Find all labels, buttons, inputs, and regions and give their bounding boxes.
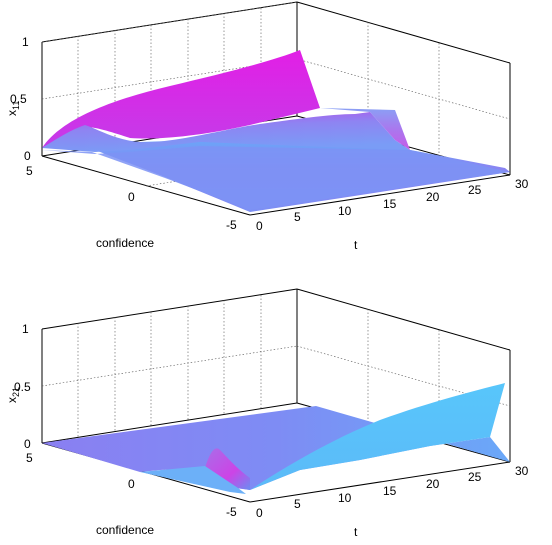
x-tick-label: 5 — [294, 210, 301, 224]
z-ticks: 1 0.5 0 — [10, 35, 31, 163]
x-tick-label: 30 — [515, 177, 529, 191]
z-tick-label: 0.5 — [10, 92, 27, 106]
svg-text:x21: x21 — [5, 387, 21, 403]
x-tick-label: 15 — [383, 484, 397, 498]
surface-ramp-right — [320, 108, 410, 150]
y-tick-label: 0 — [128, 477, 135, 491]
chart-panel-x11: 1 0.5 0 5 0 -5 0 5 10 15 20 25 30 x11 co… — [5, 1, 529, 252]
x-tick-label: 0 — [256, 219, 263, 233]
y-axis-label: confidence — [96, 523, 154, 537]
surface-front-ridge — [42, 112, 410, 152]
x-ticks: 0 5 10 15 20 25 30 — [256, 177, 529, 233]
z-label-main: x — [5, 110, 19, 116]
surface-bump — [205, 448, 250, 490]
x-tick-label: 30 — [515, 464, 529, 478]
x-tick-label: 5 — [294, 497, 301, 511]
x-tick-label: 20 — [426, 477, 440, 491]
x-tick-label: 0 — [256, 506, 263, 520]
surface-back-high — [42, 50, 320, 148]
z-tick-label: 0 — [24, 437, 31, 451]
surface-x21 — [42, 383, 510, 494]
y-ticks: 5 0 -5 — [26, 164, 237, 232]
y-ticks: 5 0 -5 — [26, 451, 237, 519]
z-tick-label: 0 — [24, 149, 31, 163]
x-tick-label: 10 — [338, 204, 352, 218]
x-axis-label: t — [354, 525, 358, 539]
floor-back-left — [41, 402, 298, 444]
back-top-right — [296, 288, 511, 351]
y-tick-label: -5 — [226, 218, 237, 232]
surface-rise — [250, 383, 505, 490]
chart-panel-x21: 1 0.5 0 5 0 -5 0 5 10 15 20 25 30 x21 co… — [5, 288, 529, 539]
y-tick-label: 0 — [128, 190, 135, 204]
x-axis-front — [249, 461, 511, 503]
surface-front-strip — [140, 466, 246, 494]
z-tick-label: 1 — [22, 322, 29, 336]
x-tick-label: 15 — [383, 197, 397, 211]
x-tick-label: 25 — [468, 183, 482, 197]
z-label-sub: 21 — [11, 387, 21, 397]
x-ticks: 0 5 10 15 20 25 30 — [256, 464, 529, 520]
x-tick-label: 20 — [426, 190, 440, 204]
surface-floor — [42, 406, 510, 490]
y-axis-front — [41, 155, 251, 216]
x-axis-label: t — [354, 238, 358, 252]
surface-low-front — [42, 146, 510, 210]
y-axis-label: confidence — [96, 236, 154, 250]
z-axis-label: x21 — [5, 387, 21, 403]
z-ticks: 1 0.5 0 — [14, 322, 31, 451]
y-tick-label: -5 — [226, 505, 237, 519]
surface-x11 — [42, 50, 510, 212]
z-label-main: x — [5, 397, 19, 403]
z-axis-label: x11 — [5, 101, 21, 116]
z-label-sub: 11 — [11, 101, 21, 110]
x-axis-front — [249, 174, 511, 216]
back-top-right — [296, 1, 511, 64]
z-tick-label: 1 — [22, 35, 29, 49]
svg-text:x11: x11 — [5, 101, 21, 116]
back-top-left — [41, 288, 298, 330]
y-tick-label: 5 — [26, 164, 33, 178]
y-tick-label: 5 — [26, 451, 33, 465]
x-tick-label: 10 — [338, 491, 352, 505]
z-tick-label: 0.5 — [14, 380, 31, 394]
x-tick-label: 25 — [468, 470, 482, 484]
